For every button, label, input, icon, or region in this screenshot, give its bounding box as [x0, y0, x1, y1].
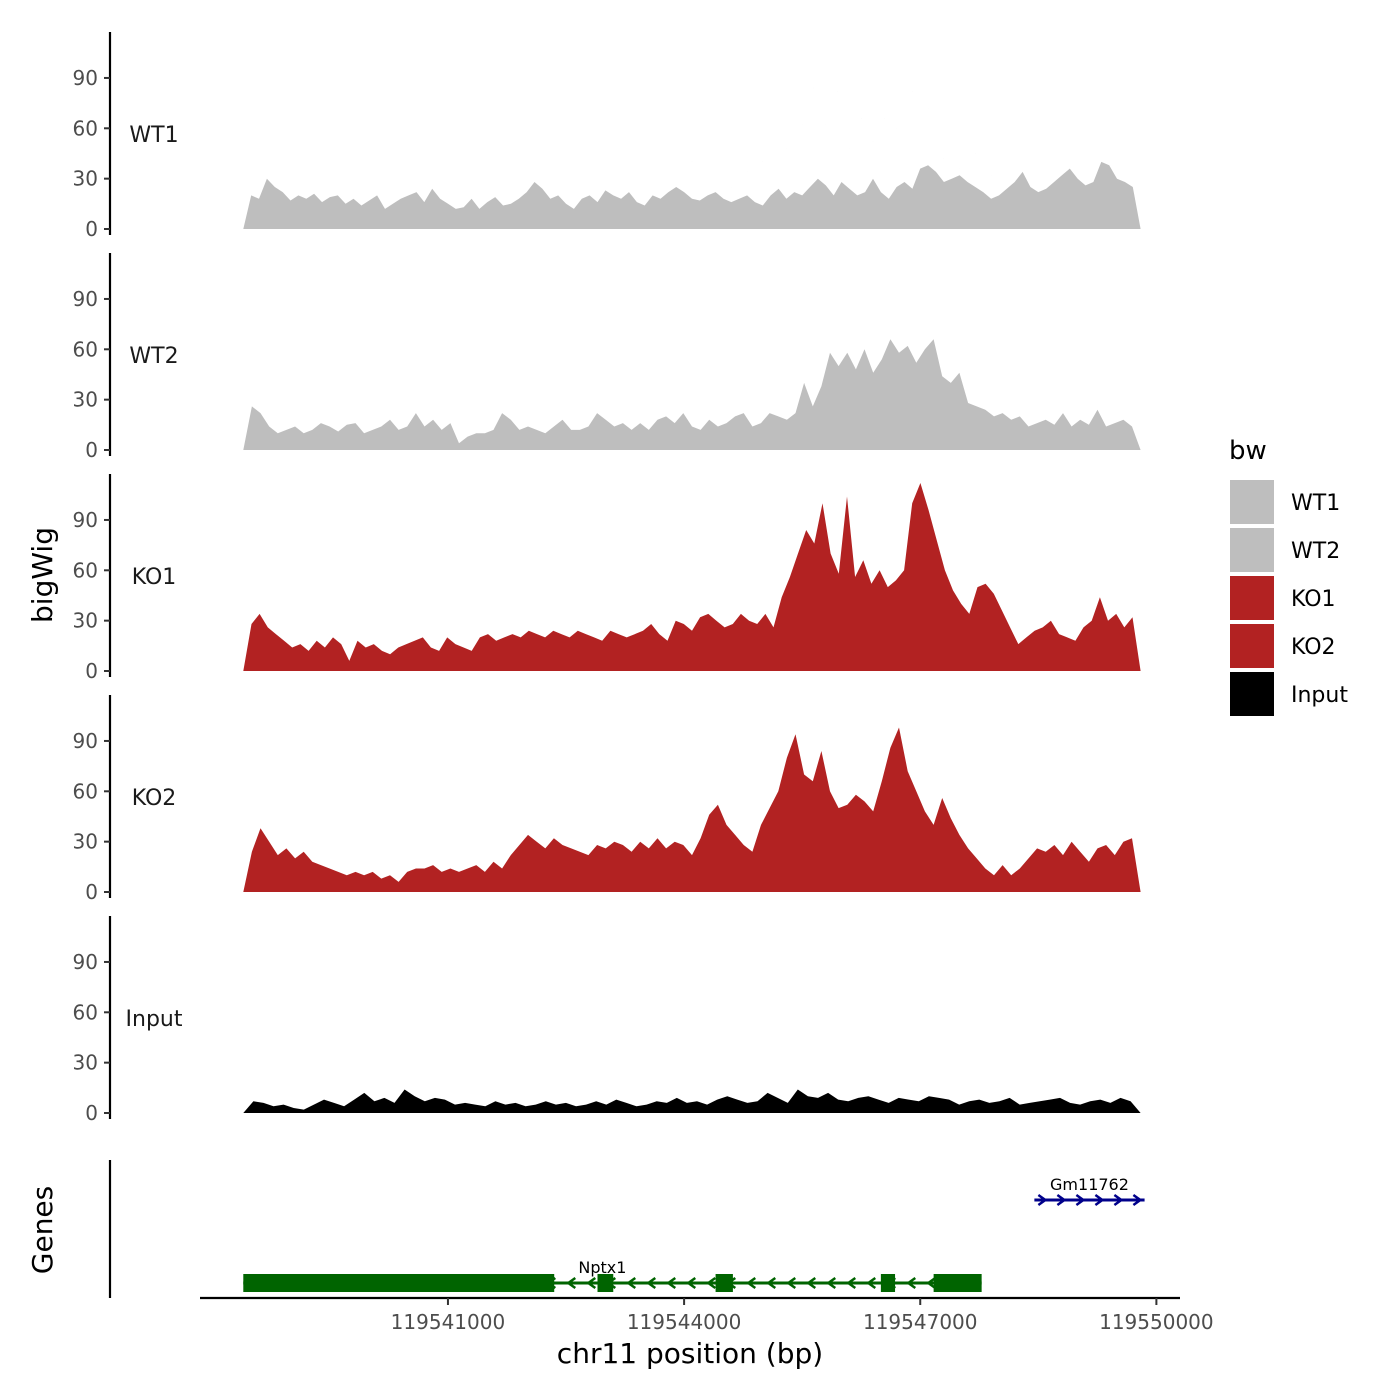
strand-arrow — [786, 1276, 797, 1290]
y-tick-label: 0 — [85, 880, 98, 904]
legend-title: bw — [1229, 436, 1267, 466]
y-tick-label: 60 — [73, 779, 98, 803]
area-wt1 — [243, 161, 1141, 229]
track-label: WT2 — [129, 344, 178, 369]
area-ko1 — [243, 483, 1141, 671]
track-label: KO1 — [132, 565, 177, 590]
strand-arrow — [766, 1276, 777, 1290]
legend: bw WT1 WT2 KO1 KO2 Input — [1228, 436, 1348, 718]
track-label: Input — [126, 1007, 183, 1032]
y-tick-label: 0 — [85, 438, 98, 462]
track-input: 0 30 60 90 Input — [73, 916, 1141, 1125]
y-tick-label: 90 — [73, 66, 98, 90]
strand-arrow — [926, 1276, 937, 1290]
y-tick-label: 60 — [73, 337, 98, 361]
legend-swatch-ko1 — [1228, 574, 1276, 622]
strand-arrow — [1037, 1193, 1048, 1207]
legend-swatch-wt1 — [1228, 478, 1276, 526]
exon — [715, 1274, 733, 1292]
y-tick-label: 0 — [85, 659, 98, 683]
legend-swatch-wt2 — [1228, 526, 1276, 574]
track-label: WT1 — [129, 123, 178, 148]
y-tick-label: 0 — [85, 217, 98, 241]
x-tick-label: 119544000 — [627, 1310, 742, 1334]
y-tick-label: 60 — [73, 558, 98, 582]
strand-arrow — [586, 1276, 597, 1290]
strand-arrow — [626, 1276, 637, 1290]
x-tick-label: 119550000 — [1099, 1310, 1214, 1334]
track-wt2: 0 30 60 90 WT2 — [73, 253, 1141, 462]
legend-swatch-input — [1228, 670, 1276, 718]
strand-arrow — [646, 1276, 657, 1290]
strand-arrow — [1132, 1193, 1143, 1207]
legend-label: KO1 — [1291, 587, 1336, 612]
y-tick-label: 30 — [73, 1051, 98, 1075]
y-axis-title: bigWig — [26, 527, 59, 623]
legend-label: WT1 — [1291, 491, 1340, 516]
exon — [880, 1274, 896, 1292]
area-input — [243, 1089, 1141, 1113]
track-ko2: 0 30 60 90 KO2 — [73, 695, 1141, 904]
y-tick-label: 90 — [73, 508, 98, 532]
x-tick-label: 119547000 — [863, 1310, 978, 1334]
track-ko1: 0 30 60 90 KO1 — [73, 474, 1141, 683]
legend-label: Input — [1291, 683, 1348, 708]
exon — [243, 1274, 555, 1292]
x-axis: 119541000 119544000 119547000 119550000 — [200, 1296, 1214, 1334]
x-axis-title: chr11 position (bp) — [557, 1337, 823, 1370]
y-tick-label: 30 — [73, 167, 98, 191]
strand-arrow — [666, 1276, 677, 1290]
strand-arrow — [686, 1276, 697, 1290]
genes-axis-title: Genes — [26, 1186, 59, 1274]
track-label: KO2 — [132, 786, 177, 811]
strand-arrow — [826, 1276, 837, 1290]
legend-swatch-ko2 — [1228, 622, 1276, 670]
y-tick-label: 0 — [85, 1101, 98, 1125]
strand-arrow — [806, 1276, 817, 1290]
strand-arrow — [706, 1276, 717, 1290]
y-tick-label: 90 — [73, 729, 98, 753]
y-tick-label: 60 — [73, 116, 98, 140]
exon — [597, 1274, 614, 1292]
strand-arrow — [746, 1276, 757, 1290]
gene-label: Gm11762 — [1050, 1175, 1129, 1194]
y-tick-label: 60 — [73, 1000, 98, 1024]
gene-nptx1: Nptx1 — [243, 1258, 982, 1292]
y-tick-label: 90 — [73, 287, 98, 311]
exon — [933, 1274, 982, 1292]
strand-arrow — [906, 1276, 917, 1290]
gene-label: Nptx1 — [578, 1258, 626, 1277]
y-tick-label: 30 — [73, 388, 98, 412]
track-wt1: 0 30 60 90 WT1 — [73, 32, 1141, 241]
strand-arrow — [846, 1276, 857, 1290]
genes-panel: Gm11762 Nptx1 — [108, 1160, 1145, 1298]
y-tick-label: 90 — [73, 950, 98, 974]
strand-arrow — [1094, 1193, 1105, 1207]
area-ko2 — [243, 727, 1141, 892]
legend-label: KO2 — [1291, 635, 1336, 660]
strand-arrow — [566, 1276, 577, 1290]
x-tick-label: 119541000 — [391, 1310, 506, 1334]
bigwig-tracks: 0 30 60 90 WT1 0 30 60 90 WT2 0 30 60 90 KO1 0 30 60 90 KO2… — [73, 32, 1141, 1125]
strand-arrow — [866, 1276, 877, 1290]
gene-gm11762: Gm11762 — [1034, 1175, 1145, 1207]
area-wt2 — [243, 339, 1141, 450]
strand-arrow — [1113, 1193, 1124, 1207]
legend-label: WT2 — [1291, 539, 1340, 564]
y-tick-label: 30 — [73, 830, 98, 854]
strand-arrow — [1056, 1193, 1067, 1207]
strand-arrow — [1075, 1193, 1086, 1207]
y-tick-label: 30 — [73, 609, 98, 633]
